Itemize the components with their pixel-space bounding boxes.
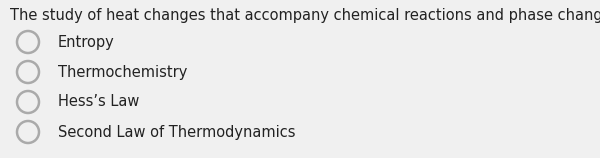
Text: The study of heat changes that accompany chemical reactions and phase changes.: The study of heat changes that accompany… [10,8,600,23]
Text: Entropy: Entropy [58,34,115,49]
Text: Thermochemistry: Thermochemistry [58,64,187,79]
Text: Second Law of Thermodynamics: Second Law of Thermodynamics [58,125,296,140]
Text: Hess’s Law: Hess’s Law [58,94,139,109]
